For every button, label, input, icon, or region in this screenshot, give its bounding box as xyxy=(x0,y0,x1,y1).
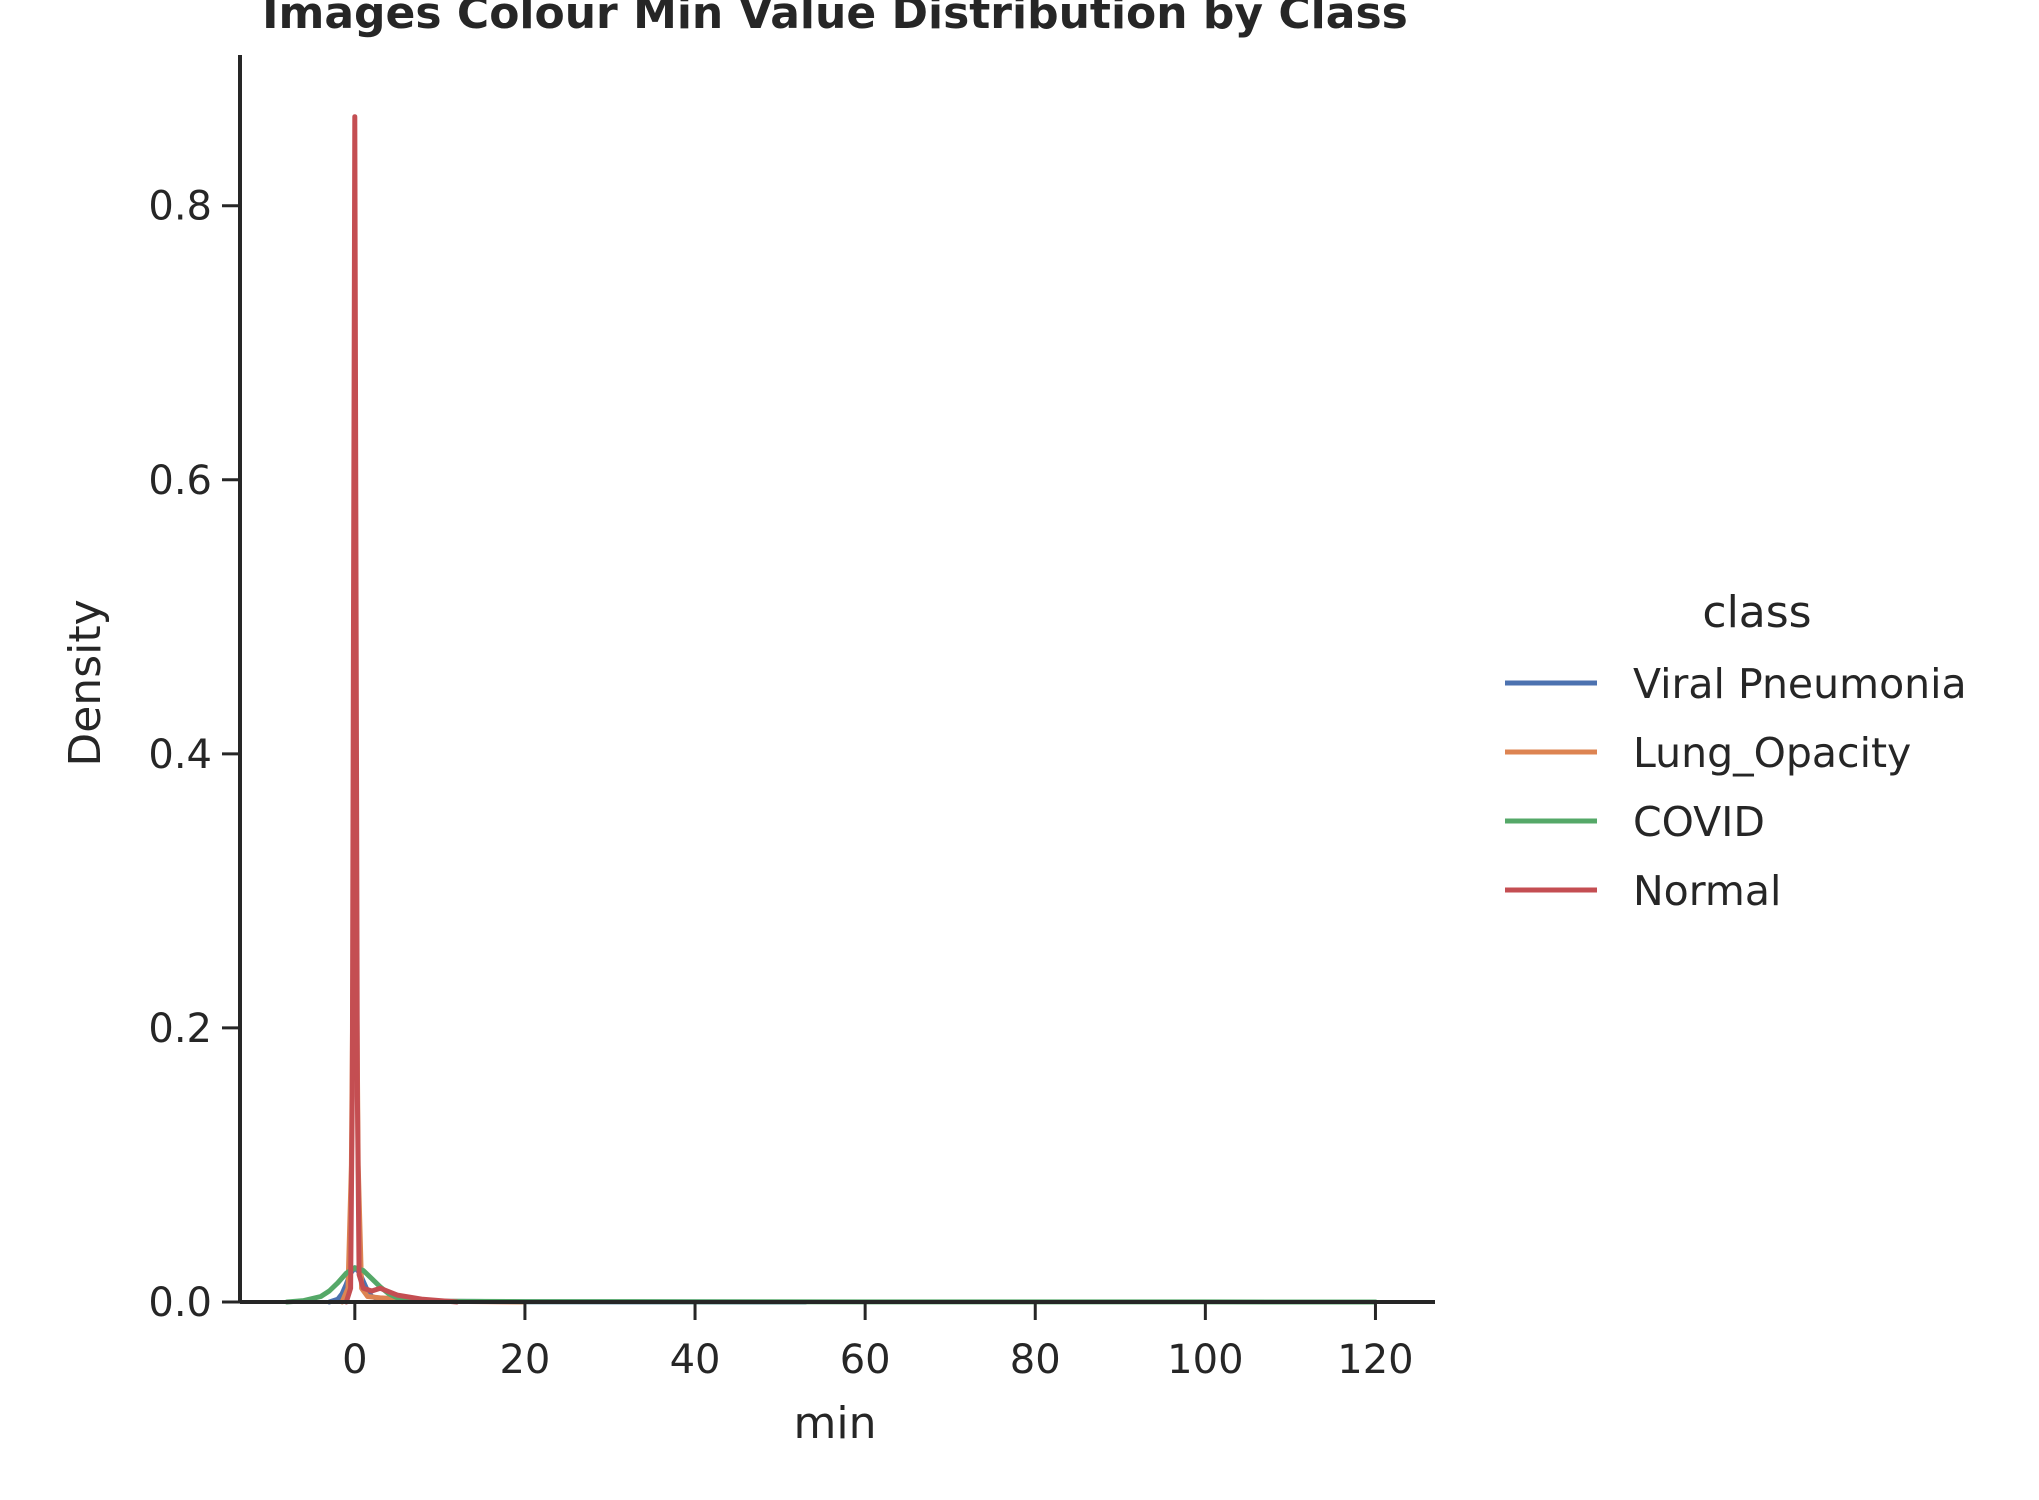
legend-label: Viral Pneumonia xyxy=(1633,660,1967,708)
legend-label: Normal xyxy=(1633,867,1781,915)
y-tick-label: 0.6 xyxy=(148,458,212,504)
series-layer xyxy=(284,114,1378,1305)
y-tick-label: 0.2 xyxy=(148,1006,212,1052)
y-tick-label: 0.8 xyxy=(148,184,212,230)
x-tick-label: 80 xyxy=(1010,1337,1061,1383)
x-tick-label: 20 xyxy=(499,1337,550,1383)
series-line-1 xyxy=(339,806,528,1305)
x-tick-label: 100 xyxy=(1167,1337,1243,1383)
y-tick-label: 0.0 xyxy=(148,1280,212,1326)
x-tick-label: 0 xyxy=(342,1337,367,1383)
y-axis-label: Density xyxy=(60,599,111,766)
x-tick-label: 40 xyxy=(670,1337,721,1383)
chart-title: Images Colour Min Value Distribution by … xyxy=(262,0,1408,39)
x-ticks: 0 20 40 60 80 100 120 xyxy=(342,1302,1414,1383)
y-tick-label: 0.4 xyxy=(148,732,212,778)
legend-label: COVID xyxy=(1633,798,1765,846)
legend-title: class xyxy=(1702,587,1811,638)
x-tick-label: 60 xyxy=(840,1337,891,1383)
series-line-3 xyxy=(343,114,460,1305)
plot-area: 0 20 40 60 80 100 120 0.0 0.2 0.4 0.6 0.8 xyxy=(148,55,1435,1383)
series-line-2 xyxy=(284,1265,1378,1305)
x-axis-label: min xyxy=(794,1398,877,1449)
legend: class Viral Pneumonia Lung_Opacity COVID No… xyxy=(1505,587,1967,915)
legend-label: Lung_Opacity xyxy=(1633,729,1911,777)
x-tick-label: 120 xyxy=(1337,1337,1413,1383)
legend-items: Viral Pneumonia Lung_Opacity COVID Normal xyxy=(1505,660,1967,915)
y-ticks: 0.0 0.2 0.4 0.6 0.8 xyxy=(148,184,240,1326)
